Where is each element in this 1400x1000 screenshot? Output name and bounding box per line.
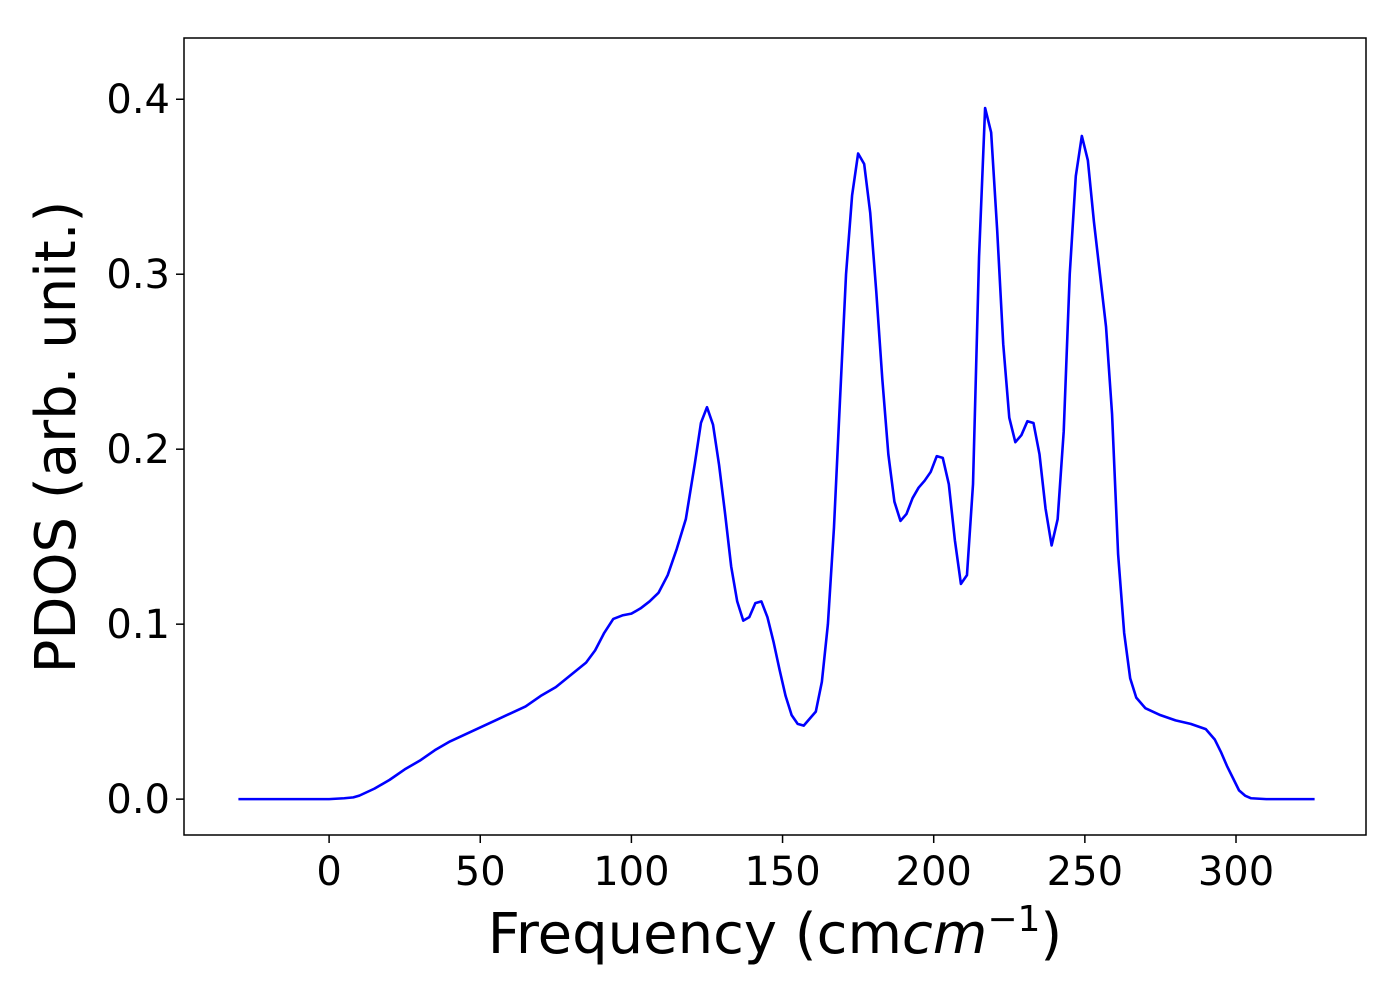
plot-frame bbox=[183, 37, 1367, 836]
y-tick-label: 0.2 bbox=[106, 427, 170, 473]
x-tick-label: 0 bbox=[316, 849, 341, 895]
x-tick-label: 200 bbox=[896, 849, 972, 895]
y-tick-label: 0.3 bbox=[106, 252, 170, 298]
y-tick-label: 0.4 bbox=[106, 77, 170, 123]
x-axis-ticks: 0 50 100 150 200 250 300 bbox=[316, 835, 1274, 895]
x-tick-label: 250 bbox=[1047, 849, 1123, 895]
x-tick-label: 300 bbox=[1198, 849, 1274, 895]
y-tick-label: 0.1 bbox=[106, 602, 170, 648]
pdos-series-line bbox=[238, 106, 1315, 801]
y-tick-label: 0.0 bbox=[106, 777, 170, 823]
y-axis-ticks: 0.0 0.1 0.2 0.3 0.4 bbox=[106, 77, 184, 823]
x-tick-label: 50 bbox=[455, 849, 506, 895]
x-tick-label: 150 bbox=[744, 849, 820, 895]
y-axis-title: PDOS (arb. unit.) bbox=[24, 201, 89, 674]
x-axis-title: Frequency (cmcm−1) bbox=[488, 899, 1063, 967]
x-tick-label: 100 bbox=[593, 849, 669, 895]
series-group bbox=[238, 106, 1315, 801]
